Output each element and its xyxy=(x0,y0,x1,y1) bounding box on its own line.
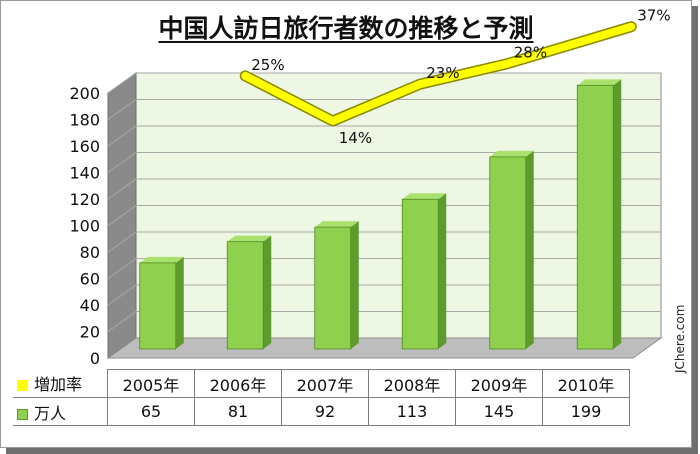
bar-top xyxy=(139,256,184,263)
bar xyxy=(139,262,177,350)
year-cell: 2006年 xyxy=(194,369,282,398)
gridline xyxy=(107,284,661,306)
year-cell: 2005年 xyxy=(107,369,195,398)
chart-svg: 0 20 40 60 80 100 120 140 160 180 200 25% 14% 23% 28% 3… xyxy=(69,7,670,368)
gridline xyxy=(107,99,661,120)
bar-side xyxy=(263,235,272,349)
year-cell: 2009年 xyxy=(455,369,543,398)
bar-side xyxy=(525,150,534,349)
bar-side xyxy=(613,79,622,349)
credit-text: JChere.com xyxy=(673,304,687,373)
legend-cell-visitors: 万人 xyxy=(13,397,108,426)
gridline xyxy=(107,152,661,173)
bar xyxy=(576,84,614,350)
bar-top xyxy=(489,150,534,157)
bar-top xyxy=(577,79,622,86)
gridline xyxy=(107,258,661,279)
growth-line xyxy=(241,22,636,125)
bar xyxy=(489,156,527,350)
gridline xyxy=(107,205,661,226)
legend-swatch-rate xyxy=(17,380,28,392)
chart-frame: 0 20 40 60 80 100 120 140 160 180 200 25% 14% 23% 28% 3… xyxy=(0,0,692,448)
bar-side xyxy=(438,193,447,349)
gridline xyxy=(107,178,661,200)
chart-title: 中国人訪日旅行者数の推移と予測 xyxy=(158,14,534,43)
table-row-visitors: 万人 65 81 92 113 145 199 xyxy=(13,397,630,426)
year-cell: 2010年 xyxy=(542,369,630,398)
y-tick-label: 80 xyxy=(80,243,100,262)
bar xyxy=(226,241,264,350)
gridline xyxy=(107,231,661,253)
y-tick-label: 20 xyxy=(80,323,100,342)
y-tick-label: 100 xyxy=(69,217,100,236)
value-cell: 113 xyxy=(368,397,456,426)
year-cell: 2008年 xyxy=(368,369,456,398)
y-tick-label: 160 xyxy=(69,137,100,156)
growth-label: 14% xyxy=(339,129,372,147)
legend-label-visitors: 万人 xyxy=(34,403,67,423)
bar-side xyxy=(350,221,359,349)
y-tick-label: 200 xyxy=(69,84,100,103)
bar-top xyxy=(402,193,447,200)
bar-top xyxy=(227,235,272,242)
value-cell: 81 xyxy=(194,397,282,426)
y-tick-label: 60 xyxy=(80,270,100,289)
y-tick-label: 140 xyxy=(69,164,100,183)
y-tick-label: 40 xyxy=(80,296,100,315)
growth-label: 23% xyxy=(426,64,459,82)
bar xyxy=(314,226,352,350)
legend-label-rate: 増加率 xyxy=(34,375,83,395)
table-row-rate: 増加率 2005年 2006年 2007年 2008年 2009年 2010年 xyxy=(13,369,630,398)
gridline xyxy=(107,311,661,332)
growth-label: 37% xyxy=(637,7,670,25)
y-tick-label: 0 xyxy=(90,349,100,368)
bar-top xyxy=(314,221,359,228)
value-cell: 199 xyxy=(542,397,630,426)
value-cell: 65 xyxy=(107,397,195,426)
y-tick-label: 180 xyxy=(69,111,100,130)
legend-cell-rate: 増加率 xyxy=(13,369,108,398)
data-table: 増加率 2005年 2006年 2007年 2008年 2009年 2010年 … xyxy=(13,369,630,426)
value-cell: 92 xyxy=(281,397,369,426)
y-tick-label: 120 xyxy=(69,190,100,209)
legend-swatch-visitors xyxy=(17,408,28,420)
bar xyxy=(401,198,439,350)
value-cell: 145 xyxy=(455,397,543,426)
growth-label: 28% xyxy=(514,44,547,62)
growth-label: 25% xyxy=(251,56,284,74)
gridline xyxy=(107,125,661,147)
year-cell: 2007年 xyxy=(281,369,369,398)
bar-side xyxy=(175,256,184,349)
